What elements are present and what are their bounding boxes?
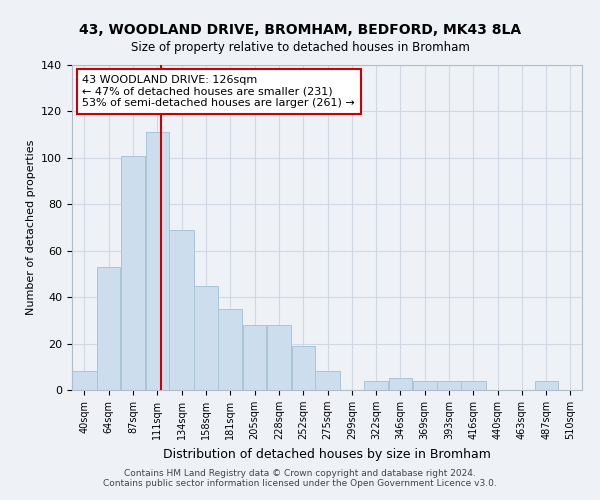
Text: Size of property relative to detached houses in Bromham: Size of property relative to detached ho…: [131, 41, 469, 54]
Text: 43, WOODLAND DRIVE, BROMHAM, BEDFORD, MK43 8LA: 43, WOODLAND DRIVE, BROMHAM, BEDFORD, MK…: [79, 22, 521, 36]
Bar: [292, 346, 315, 390]
Bar: [218, 309, 242, 390]
Bar: [364, 380, 388, 390]
Bar: [461, 380, 485, 390]
Bar: [97, 267, 121, 390]
Bar: [389, 378, 412, 390]
Y-axis label: Number of detached properties: Number of detached properties: [26, 140, 35, 315]
Bar: [146, 132, 169, 390]
Text: Contains public sector information licensed under the Open Government Licence v3: Contains public sector information licen…: [103, 479, 497, 488]
Bar: [169, 230, 194, 390]
Bar: [194, 286, 218, 390]
Bar: [243, 325, 266, 390]
Bar: [437, 380, 461, 390]
Bar: [535, 380, 558, 390]
Bar: [72, 372, 97, 390]
X-axis label: Distribution of detached houses by size in Bromham: Distribution of detached houses by size …: [163, 448, 491, 460]
Text: Contains HM Land Registry data © Crown copyright and database right 2024.: Contains HM Land Registry data © Crown c…: [124, 469, 476, 478]
Bar: [316, 372, 340, 390]
Bar: [267, 325, 291, 390]
Bar: [121, 156, 145, 390]
Text: 43 WOODLAND DRIVE: 126sqm
← 47% of detached houses are smaller (231)
53% of semi: 43 WOODLAND DRIVE: 126sqm ← 47% of detac…: [82, 74, 355, 108]
Bar: [413, 380, 437, 390]
